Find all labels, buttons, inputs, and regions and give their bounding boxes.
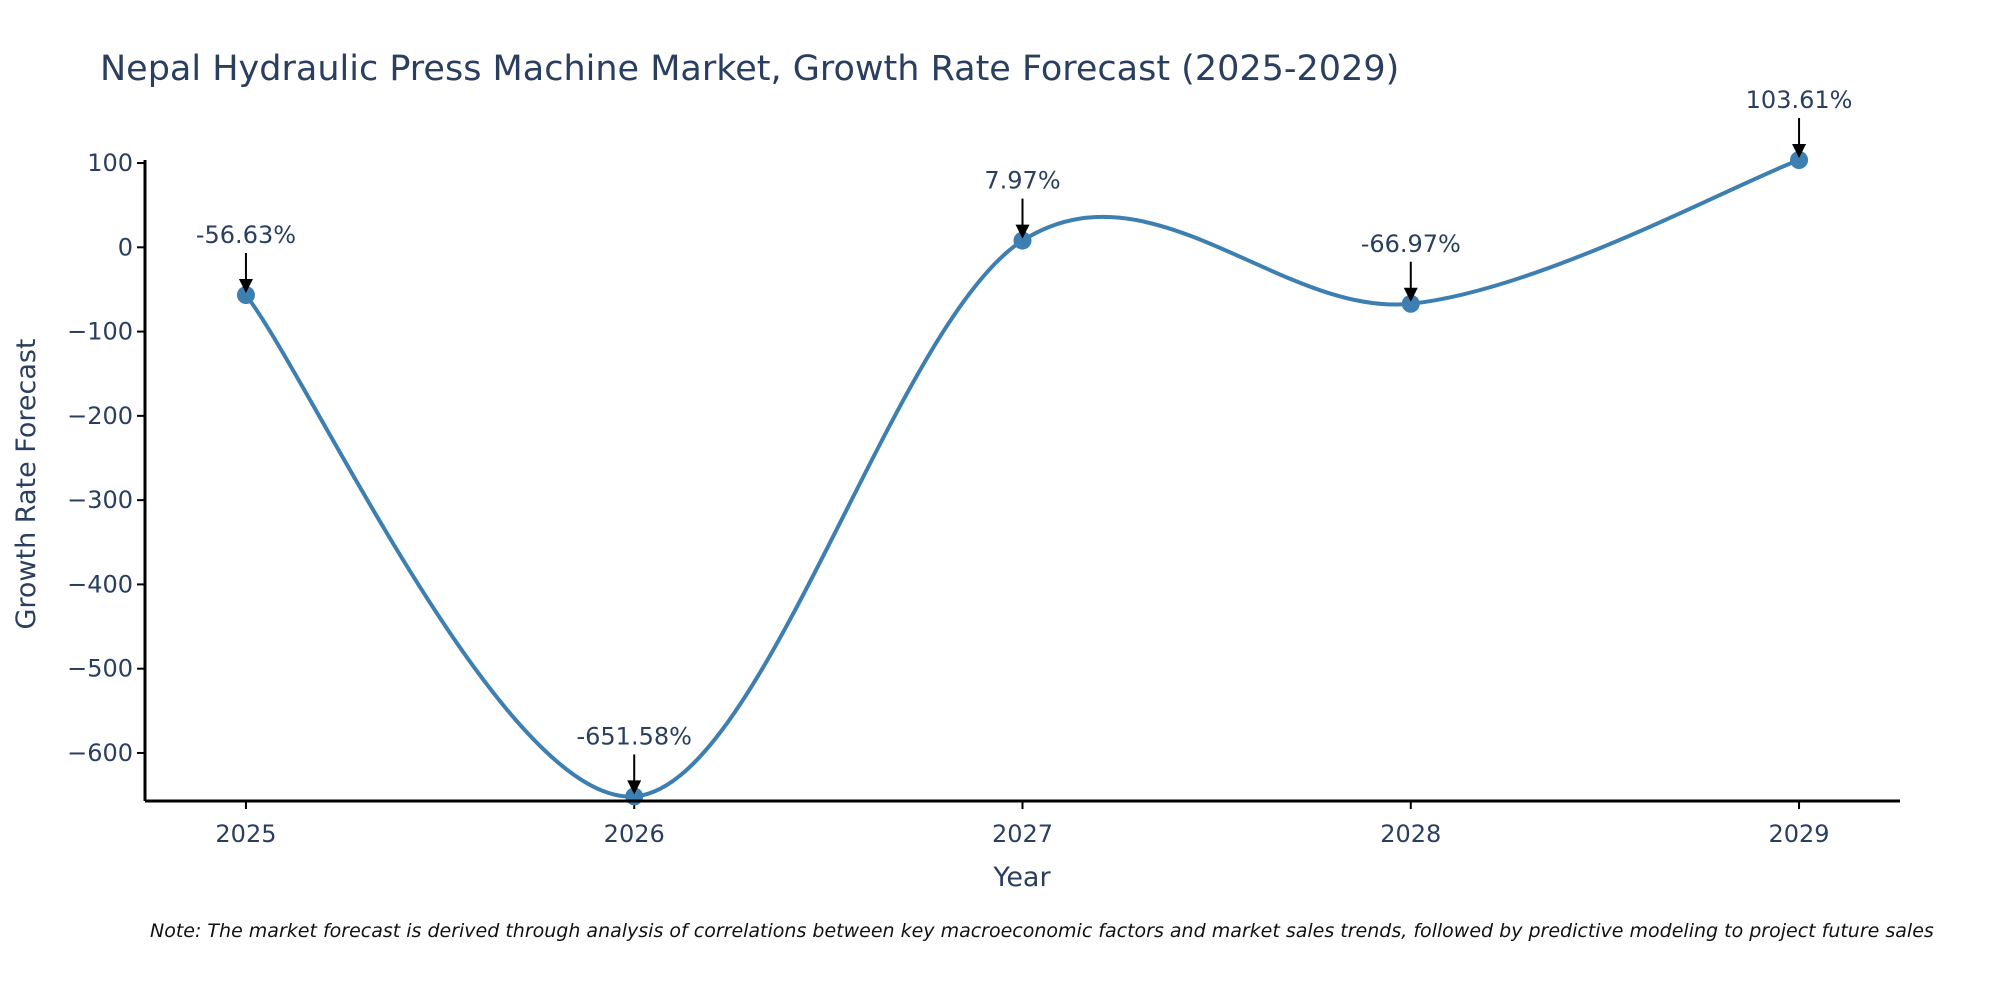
annotation-arrow-head <box>627 780 642 795</box>
x-tick-label: 2027 <box>992 820 1053 848</box>
data-point <box>1013 231 1032 250</box>
data-point <box>1790 151 1809 169</box>
data-label: 7.97% <box>984 167 1060 195</box>
annotation-arrow-head <box>1015 224 1030 239</box>
x-tick-label: 2029 <box>1769 820 1830 848</box>
x-tick-label: 2025 <box>215 820 276 848</box>
annotation-arrow-head <box>1792 144 1807 158</box>
x-tick-label: 2026 <box>604 820 665 848</box>
y-axis-ticks: 100 0 −100 −200 −300 −400 −500 −600 <box>67 149 145 767</box>
data-label: -651.58% <box>576 722 691 750</box>
x-axis-ticks: 2025 2026 2027 2028 2029 <box>215 801 1830 848</box>
y-tick-label: 100 <box>87 149 133 177</box>
series-markers <box>236 151 1809 806</box>
series-line <box>244 158 1800 799</box>
y-tick-label: 0 <box>118 233 133 261</box>
y-tick-label: −600 <box>67 739 133 767</box>
data-point <box>1401 294 1420 313</box>
chart-title: Nepal Hydraulic Press Machine Market, Gr… <box>100 49 1399 89</box>
y-axis-title: Growth Rate Forecast <box>11 338 42 629</box>
x-axis-title: Year <box>992 862 1051 893</box>
footnote: Note: The market forecast is derived thr… <box>150 920 1934 942</box>
y-tick-label: −200 <box>67 402 133 430</box>
annotation-arrow-head <box>1403 287 1418 302</box>
data-label: -56.63% <box>196 221 296 249</box>
data-point <box>236 286 255 305</box>
data-label: -66.97% <box>1361 230 1461 258</box>
y-tick-label: −400 <box>67 570 133 598</box>
data-label: 103.61% <box>1746 86 1853 114</box>
y-tick-label: −100 <box>67 318 133 346</box>
data-annotations: -56.63% -651.58% 7.97% -66.97% 103.61% <box>196 86 1853 795</box>
x-tick-label: 2028 <box>1380 820 1441 848</box>
y-tick-label: −500 <box>67 655 133 683</box>
y-tick-label: −300 <box>67 486 133 514</box>
annotation-arrow-head <box>238 279 253 294</box>
